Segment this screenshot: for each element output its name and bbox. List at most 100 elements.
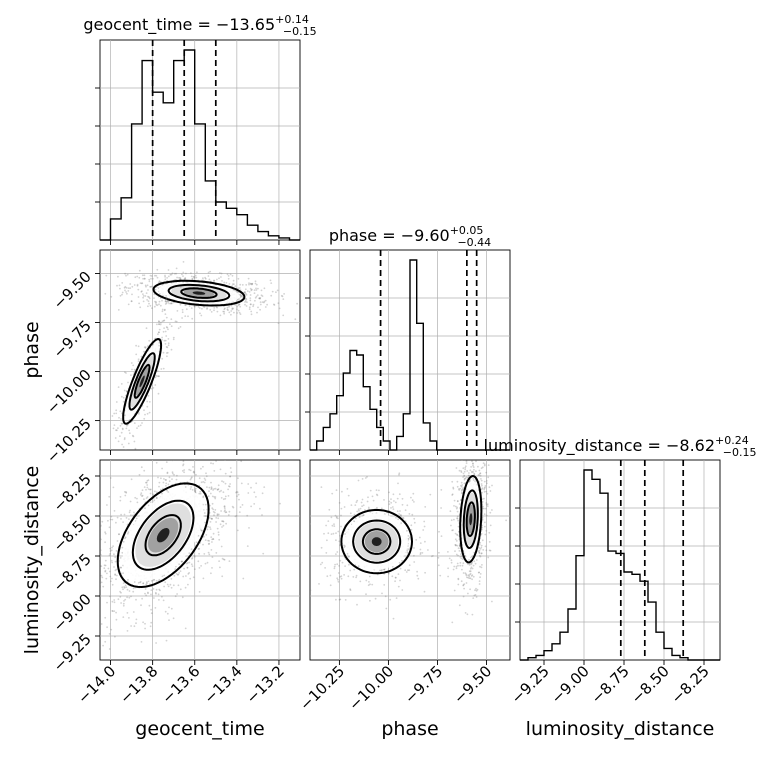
sample-point [165, 326, 168, 328]
sample-point [218, 277, 220, 280]
sample-point [457, 554, 459, 557]
sample-point [124, 449, 127, 450]
sample-point [171, 460, 174, 462]
sample-point [96, 546, 98, 548]
sample-point [165, 346, 168, 348]
sample-point [260, 289, 263, 292]
sample-point [125, 286, 128, 289]
sample-point [145, 327, 148, 330]
sample-point [191, 489, 194, 491]
sample-point [105, 451, 107, 453]
sample-point [64, 637, 66, 639]
sample-point [145, 292, 148, 294]
sample-point [163, 585, 166, 588]
sample-point [162, 481, 165, 484]
sample-point [398, 472, 401, 475]
sample-point [124, 272, 126, 275]
sample-point [176, 593, 179, 595]
contour-1-2 [133, 363, 151, 399]
sample-point [178, 276, 180, 279]
sample-point [259, 297, 262, 299]
sample-point [154, 384, 157, 386]
sample-point [337, 517, 339, 520]
sample-point [215, 517, 218, 519]
ytick-label-luminosity_distance-4: −8.25 [50, 470, 95, 515]
sample-point [366, 500, 369, 503]
sample-point [484, 486, 486, 489]
sample-point [398, 561, 401, 564]
sample-point [423, 520, 426, 523]
sample-point [127, 303, 130, 306]
sample-point [347, 575, 350, 578]
sample-point [155, 579, 158, 582]
sample-point [462, 572, 465, 574]
sample-point [135, 622, 137, 625]
sample-point [454, 532, 457, 535]
sample-point [186, 566, 189, 569]
sample-point [258, 297, 261, 300]
ytick-label-phase-0: −10.25 [43, 415, 95, 467]
sample-point [229, 273, 232, 276]
sample-point [156, 375, 159, 377]
sample-point [192, 471, 195, 473]
sample-point [396, 510, 399, 513]
sample-point [484, 533, 487, 536]
sample-point [121, 293, 123, 296]
sample-point [181, 308, 184, 311]
sample-point [125, 427, 128, 430]
sample-point [214, 497, 217, 500]
sample-point [116, 574, 118, 577]
sample-point [145, 583, 148, 586]
sample-point [219, 566, 221, 569]
sample-point [159, 293, 161, 295]
sample-point [91, 632, 93, 634]
sample-point [413, 561, 416, 563]
sample-point [188, 305, 191, 307]
sample-point [202, 495, 205, 498]
sample-point [463, 587, 465, 590]
sample-point [379, 569, 381, 572]
sample-point [339, 598, 342, 601]
sample-point [459, 487, 462, 490]
contour-1-1 [462, 489, 479, 550]
sample-point [100, 587, 101, 590]
sample-point [198, 477, 201, 480]
sample-point [184, 457, 186, 459]
sample-point [236, 491, 239, 494]
sample-point [221, 557, 224, 560]
sample-point [213, 511, 216, 514]
sample-point [234, 285, 237, 287]
sample-point [148, 296, 150, 299]
sample-point [488, 541, 491, 543]
sample-point [168, 302, 171, 305]
sample-point [478, 454, 480, 456]
sample-point [104, 640, 107, 643]
sample-point [182, 575, 185, 578]
sample-point [468, 474, 470, 477]
sample-point [147, 295, 149, 298]
sample-point [320, 486, 323, 488]
sample-point [186, 566, 189, 569]
sample-point [483, 513, 486, 516]
sample-point [408, 569, 411, 572]
sample-point [114, 560, 117, 563]
sample-point [110, 515, 113, 518]
sample-point [157, 476, 159, 479]
sample-point [115, 412, 118, 415]
sample-point [160, 368, 163, 370]
sample-point [147, 488, 150, 490]
sample-point [186, 562, 189, 564]
sample-point [245, 292, 247, 295]
sample-point [491, 509, 493, 511]
sample-point [462, 562, 465, 565]
contour-1-2 [465, 501, 476, 538]
sample-point [240, 482, 243, 485]
sample-point [407, 535, 410, 537]
sample-point [119, 435, 121, 437]
sample-point [478, 583, 481, 585]
sample-point [353, 568, 356, 571]
sample-point [454, 550, 456, 552]
sample-point [164, 343, 167, 345]
sample-point [147, 394, 150, 397]
sample-point [336, 563, 339, 566]
